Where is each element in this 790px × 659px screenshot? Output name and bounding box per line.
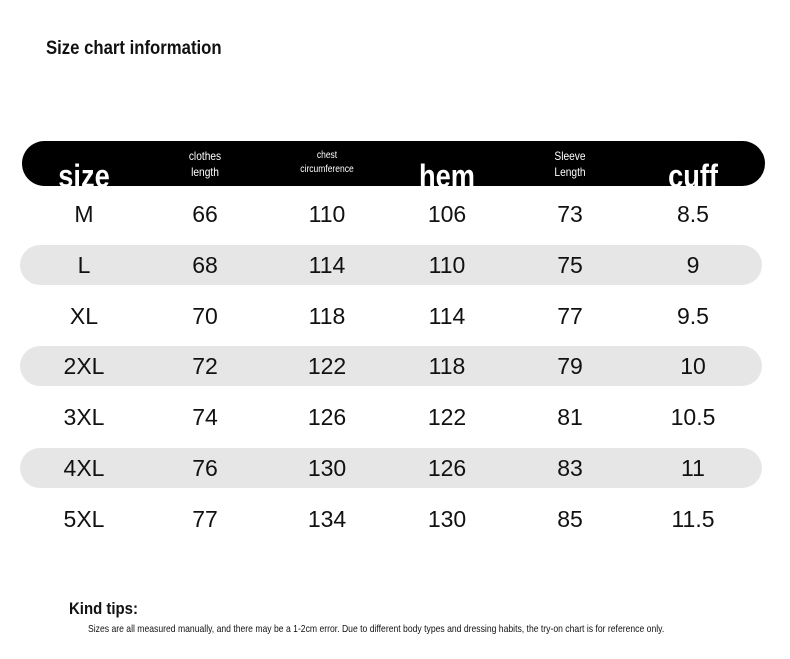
- cell: 72: [192, 353, 218, 380]
- cell: 75: [557, 251, 583, 278]
- cell: 9.5: [677, 302, 709, 329]
- cell: 106: [427, 201, 467, 227]
- cell: 79: [557, 353, 583, 380]
- header-text: Sleeve: [554, 149, 586, 163]
- cell: 118: [428, 353, 466, 380]
- header-text: clothes: [188, 149, 222, 163]
- row-stripe: [20, 346, 762, 387]
- header-cell: chest circumference: [276, 150, 378, 175]
- row-stripe: [20, 244, 762, 285]
- cell: 85: [557, 505, 583, 532]
- header-text: hem: [419, 157, 475, 186]
- cell: 76: [192, 455, 218, 481]
- cell: 8.5: [677, 201, 709, 227]
- header-cell: clothes length: [154, 149, 256, 180]
- cell: 10: [680, 353, 706, 380]
- cell: XL: [69, 302, 99, 329]
- cell: 130: [307, 455, 347, 481]
- cell: 10.5: [670, 404, 716, 431]
- cell: 11.5: [671, 505, 715, 532]
- header-text: Length: [554, 165, 586, 180]
- cell: 2XL: [63, 353, 105, 380]
- header-cell: Sleeve Length: [519, 149, 621, 180]
- cell: 4XL: [63, 455, 105, 481]
- cell: 11: [681, 455, 705, 481]
- cell: 134: [307, 505, 347, 532]
- cell: 68: [192, 251, 218, 278]
- tips-heading: Kind tips:: [69, 599, 138, 618]
- header-text: cuff: [668, 157, 718, 186]
- header-text: length: [191, 165, 219, 180]
- header-cell: cuff: [642, 157, 744, 186]
- cell: 9: [686, 251, 700, 278]
- cell: 110: [308, 201, 346, 227]
- header-text: circumference: [300, 164, 354, 175]
- cell: 70: [192, 302, 218, 329]
- row-stripe: [20, 448, 762, 488]
- cell: 126: [307, 404, 347, 431]
- cell: 73: [557, 201, 583, 227]
- title: Size chart information: [46, 38, 222, 59]
- cell: 126: [427, 455, 467, 481]
- header-cell: hem: [396, 157, 498, 186]
- table-header: size clothes length chest circumference hem Sl…: [22, 141, 765, 186]
- header-text: size: [58, 157, 110, 186]
- cell: L: [77, 251, 91, 278]
- cell: 66: [192, 201, 218, 227]
- cell: 110: [428, 251, 466, 278]
- cell: 83: [557, 455, 583, 481]
- cell: M: [74, 201, 94, 227]
- cell: 77: [557, 302, 583, 329]
- cell: 3XL: [63, 404, 105, 431]
- cell: 122: [427, 404, 467, 431]
- cell: 81: [557, 404, 583, 431]
- cell: 5XL: [63, 505, 105, 532]
- cell: 130: [427, 505, 467, 532]
- header-cell: size: [33, 157, 135, 186]
- cell: 114: [428, 302, 466, 329]
- cell: 74: [192, 404, 218, 431]
- cell: 122: [307, 353, 347, 380]
- header-text: chest: [316, 150, 338, 161]
- cell: 118: [308, 302, 346, 329]
- cell: 114: [308, 251, 346, 278]
- cell: 77: [192, 505, 218, 532]
- tips-text: Sizes are all measured manually, and the…: [88, 623, 665, 635]
